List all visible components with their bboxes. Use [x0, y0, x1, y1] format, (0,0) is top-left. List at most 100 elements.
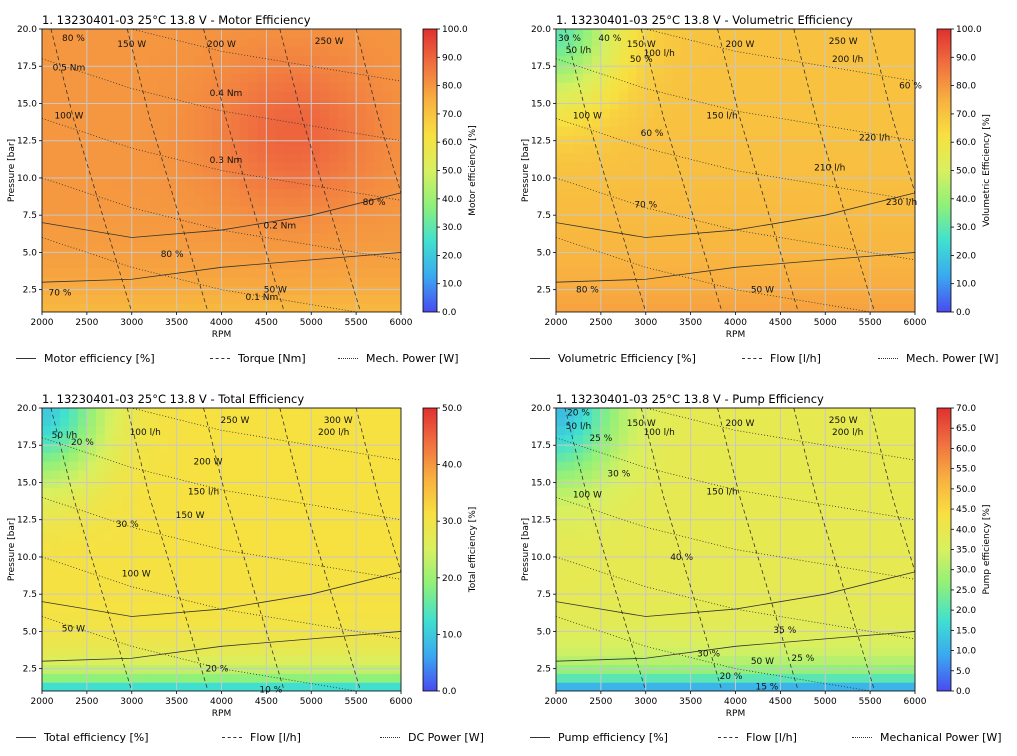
heatmap-cell: [365, 241, 375, 251]
heatmap-cell: [311, 682, 321, 691]
heatmap-cell: [257, 434, 267, 444]
heatmap-cell: [257, 55, 267, 65]
heatmap-cell: [717, 161, 728, 172]
heatmap-cell: [68, 29, 79, 39]
heatmap-cell: [257, 205, 267, 216]
heatmap-cell: [113, 505, 124, 515]
heatmap-cell: [284, 646, 294, 657]
heatmap-cell: [140, 64, 151, 74]
heatmap-cell: [149, 505, 160, 515]
heatmap-cell: [717, 55, 728, 65]
heatmap-cell: [636, 197, 647, 207]
heatmap-cell: [95, 303, 106, 312]
x-tick-label: 3000: [120, 697, 143, 707]
heatmap-cell: [257, 408, 267, 418]
heatmap-cell: [185, 487, 196, 498]
heatmap-cell: [42, 205, 52, 216]
heatmap-cell: [131, 478, 142, 489]
heatmap-cell: [618, 285, 629, 295]
heatmap-cell: [320, 593, 330, 604]
heatmap-cell: [618, 478, 629, 489]
heatmap-cell: [284, 214, 294, 225]
heatmap-cell: [717, 285, 728, 295]
contour-line: [564, 29, 647, 312]
heatmap-cell: [636, 258, 647, 269]
heatmap-cell: [582, 152, 593, 163]
heatmap-cell: [556, 646, 566, 657]
heatmap-cell: [365, 82, 375, 92]
heatmap-cell: [365, 531, 375, 542]
heatmap-cell: [365, 505, 375, 515]
heatmap-cell: [771, 285, 781, 295]
heatmap-cell: [284, 152, 294, 163]
heatmap-cell: [699, 126, 710, 136]
x-axis-label: RPM: [212, 330, 231, 340]
heatmap-cell: [690, 303, 701, 312]
heatmap-cell: [690, 408, 701, 418]
heatmap-cell: [771, 143, 781, 154]
heatmap-cell: [95, 276, 106, 287]
heatmap-cell: [86, 469, 97, 480]
heatmap-cell: [564, 452, 575, 462]
heatmap-cell: [248, 117, 258, 127]
heatmap-cell: [582, 461, 593, 471]
heatmap-cell: [392, 452, 401, 462]
heatmap-cell: [104, 496, 115, 506]
heatmap-cell: [383, 170, 393, 180]
heatmap-cell: [320, 46, 330, 57]
heatmap-cell: [564, 37, 575, 48]
heatmap-cell: [59, 294, 70, 304]
heatmap-cell: [356, 64, 366, 74]
heatmap-cell: [194, 646, 205, 657]
heatmap-cell: [852, 214, 862, 225]
heatmap-cell: [627, 99, 638, 110]
heatmap-cell: [735, 161, 746, 172]
heatmap-cell: [556, 197, 566, 207]
heatmap-cell: [59, 161, 70, 172]
heatmap-cell: [320, 637, 330, 648]
heatmap-cell: [311, 576, 321, 586]
heatmap-cell: [618, 416, 629, 427]
heatmap-cell: [663, 487, 674, 498]
heatmap-cell: [131, 522, 142, 533]
heatmap-cell: [347, 117, 357, 127]
colorbar-tick-label: 40.0: [442, 195, 462, 205]
heatmap-cell: [663, 673, 674, 683]
heatmap-cell: [392, 294, 401, 304]
heatmap-cell: [167, 646, 178, 657]
heatmap-cell: [149, 593, 160, 604]
heatmap-cell: [158, 522, 169, 533]
heatmap-cell: [203, 294, 214, 304]
heatmap-cell: [59, 179, 70, 189]
heatmap-cell: [86, 285, 97, 295]
heatmap-cell: [203, 584, 214, 595]
heatmap-cell: [780, 285, 790, 295]
heatmap-cell: [302, 637, 312, 648]
heatmap-cell: [708, 126, 719, 136]
heatmap-cell: [609, 205, 620, 216]
heatmap-cell: [392, 188, 401, 198]
heatmap-cell: [50, 232, 61, 242]
contour-label: 30 %: [558, 34, 581, 44]
heatmap-cell: [239, 611, 250, 621]
heatmap-cell: [230, 629, 241, 639]
heatmap-cell: [708, 461, 719, 471]
heatmap-cell: [708, 250, 719, 260]
heatmap-cell: [383, 161, 393, 172]
heatmap-cell: [140, 241, 151, 251]
heatmap-cell: [59, 452, 70, 462]
heatmap-cell: [257, 143, 267, 154]
heatmap-cell: [356, 461, 366, 471]
heatmap-cell: [573, 250, 584, 260]
heatmap-cell: [239, 425, 250, 436]
heatmap-cell: [347, 99, 357, 110]
heatmap-cell: [771, 567, 781, 577]
heatmap-cell: [42, 117, 52, 127]
heatmap-cell: [122, 558, 133, 568]
heatmap-cell: [104, 540, 115, 551]
heatmap-cell: [338, 214, 348, 225]
heatmap-cell: [42, 655, 52, 666]
heatmap-cell: [582, 673, 593, 683]
heatmap-cell: [293, 303, 303, 312]
